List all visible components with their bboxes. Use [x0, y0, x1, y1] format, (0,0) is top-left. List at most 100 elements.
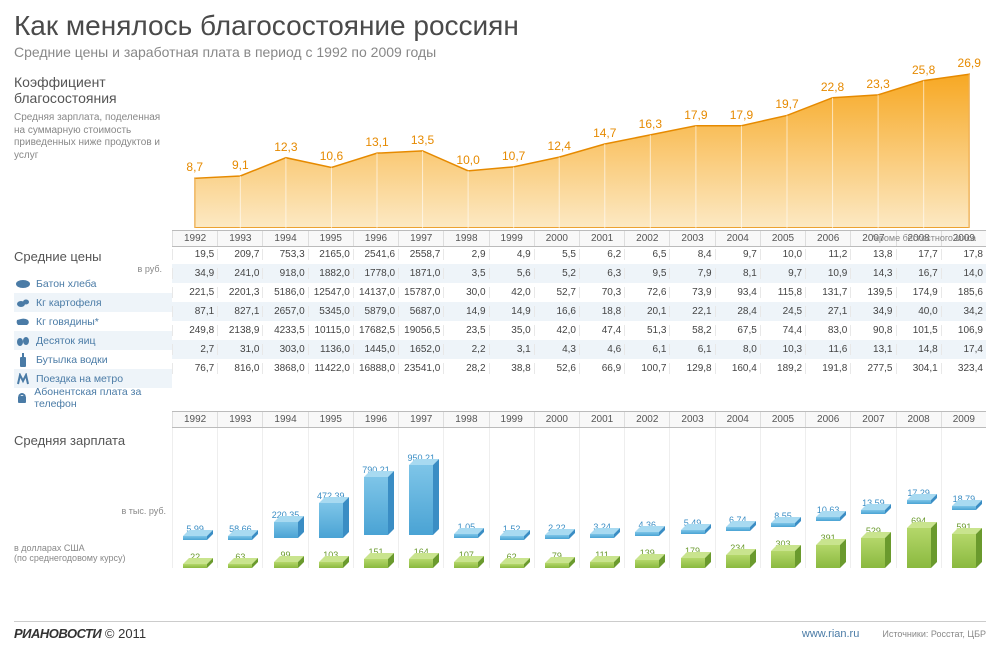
price-row: 221,52201,35186,012547,014137,015787,030…: [172, 283, 986, 302]
price-cell: 4233,5: [262, 325, 307, 336]
price-cell: 7,9: [669, 268, 714, 279]
salary-column: 1,52 62: [489, 428, 534, 568]
price-cell: 2,2: [443, 344, 488, 355]
salary-usd-bar: [816, 545, 840, 568]
page-title: Как менялось благосостояние россиян: [14, 10, 986, 42]
price-cell: 22,1: [669, 306, 714, 317]
area-value-label: 23,3: [866, 77, 889, 91]
salary-rub-bar: [409, 465, 433, 535]
price-cell: 83,0: [805, 325, 850, 336]
year-cell: 1996: [353, 412, 398, 427]
price-cell: 10,0: [760, 249, 805, 260]
price-cell: 27,1: [805, 306, 850, 317]
price-cell: 209,7: [217, 249, 262, 260]
page-subtitle: Средние цены и заработная плата в период…: [14, 44, 986, 60]
price-cell: 19,5: [172, 249, 217, 260]
vodka-icon: [14, 353, 32, 367]
price-cell: 14,9: [443, 306, 488, 317]
price-cell: 15787,0: [398, 287, 443, 298]
price-cell: 11422,0: [308, 363, 353, 374]
price-cell: 189,2: [760, 363, 805, 374]
price-cell: 34,9: [850, 306, 895, 317]
salary-column: 1,05 107: [443, 428, 488, 568]
price-cell: 13,1: [850, 344, 895, 355]
year-cell: 1998: [443, 412, 488, 427]
price-cell: 74,4: [760, 325, 805, 336]
year-cell: 2006: [805, 412, 850, 427]
year-cell: 1995: [308, 412, 353, 427]
price-cell: 277,5: [850, 363, 895, 374]
salary-usd-bar: [183, 564, 207, 568]
price-cell: 17,4: [941, 344, 986, 355]
price-cell: 131,7: [805, 287, 850, 298]
price-cell: 2558,7: [398, 249, 443, 260]
price-cell: 24,5: [760, 306, 805, 317]
salary-usd-bar: [545, 563, 569, 568]
price-cell: 5879,0: [353, 306, 398, 317]
price-cell: 2165,0: [308, 249, 353, 260]
salary-rub-bar: [500, 536, 524, 540]
price-cell: 58,2: [669, 325, 714, 336]
price-cell: 14,0: [941, 268, 986, 279]
salary-column: 4,36 139: [624, 428, 669, 568]
price-cell: 8,0: [715, 344, 760, 355]
price-cell: 8,1: [715, 268, 760, 279]
area-value-label: 12,3: [274, 140, 297, 154]
year-cell: 2006: [805, 231, 850, 246]
product-label: Абонентская плата за телефон: [14, 388, 172, 407]
salary-rub-bar: [635, 532, 659, 536]
salary-column: 950,21 164: [398, 428, 443, 568]
year-cell: 1993: [217, 412, 262, 427]
price-cell: 16888,0: [353, 363, 398, 374]
salary-column: 10,63 391: [805, 428, 850, 568]
price-row: 19,5209,7753,32165,02541,62558,72,94,95,…: [172, 245, 986, 264]
year-cell: 2001: [579, 231, 624, 246]
price-cell: 76,7: [172, 363, 217, 374]
price-cell: 1778,0: [353, 268, 398, 279]
salary-usd-note: в долларах США(по среднегодовому курсу): [14, 544, 125, 564]
price-cell: 1445,0: [353, 344, 398, 355]
coefficient-desc: Средняя зарплата, поделенная на суммарну…: [14, 112, 164, 162]
price-cell: 2541,6: [353, 249, 398, 260]
price-cell: 6,1: [624, 344, 669, 355]
price-cell: 3,1: [489, 344, 534, 355]
year-cell: 1992: [172, 231, 217, 246]
footer-copyright: © 2011: [105, 626, 146, 641]
prices-unit: в руб.: [14, 264, 172, 274]
area-value-label: 8,7: [186, 160, 203, 174]
price-cell: 17,8: [941, 249, 986, 260]
area-value-label: 17,9: [684, 108, 707, 122]
price-cell: 66,9: [579, 363, 624, 374]
year-cell: 1997: [398, 412, 443, 427]
price-cell: 23,5: [443, 325, 488, 336]
year-cell: 1999: [489, 412, 534, 427]
price-cell: 19056,5: [398, 325, 443, 336]
price-cell: 73,9: [669, 287, 714, 298]
area-value-label: 13,1: [365, 135, 388, 149]
price-cell: 67,5: [715, 325, 760, 336]
salary-rub-bar: [364, 477, 388, 535]
price-cell: 249,8: [172, 325, 217, 336]
price-cell: 3868,0: [262, 363, 307, 374]
coefficient-box: Коэффициент благосостояния Средняя зарпл…: [14, 68, 164, 228]
price-cell: 20,1: [624, 306, 669, 317]
price-row: 2,731,0303,01136,01445,01652,02,23,14,34…: [172, 340, 986, 359]
area-value-label: 25,8: [912, 63, 935, 77]
salary-usd-bar: [726, 555, 750, 568]
salary-usd-bar: [771, 551, 795, 568]
price-cell: 38,8: [489, 363, 534, 374]
price-cell: 18,8: [579, 306, 624, 317]
price-cell: 2201,3: [217, 287, 262, 298]
price-cell: 753,3: [262, 249, 307, 260]
year-cell: 2004: [715, 412, 760, 427]
price-cell: 90,8: [850, 325, 895, 336]
price-cell: 3,5: [443, 268, 488, 279]
price-cell: 14,3: [850, 268, 895, 279]
price-cell: 87,1: [172, 306, 217, 317]
salary-usd-bar: [907, 528, 931, 568]
price-cell: 51,3: [624, 325, 669, 336]
year-cell: 2009: [941, 412, 986, 427]
salary-usd-bar: [454, 562, 478, 568]
price-cell: 52,7: [534, 287, 579, 298]
price-cell: 100,7: [624, 363, 669, 374]
